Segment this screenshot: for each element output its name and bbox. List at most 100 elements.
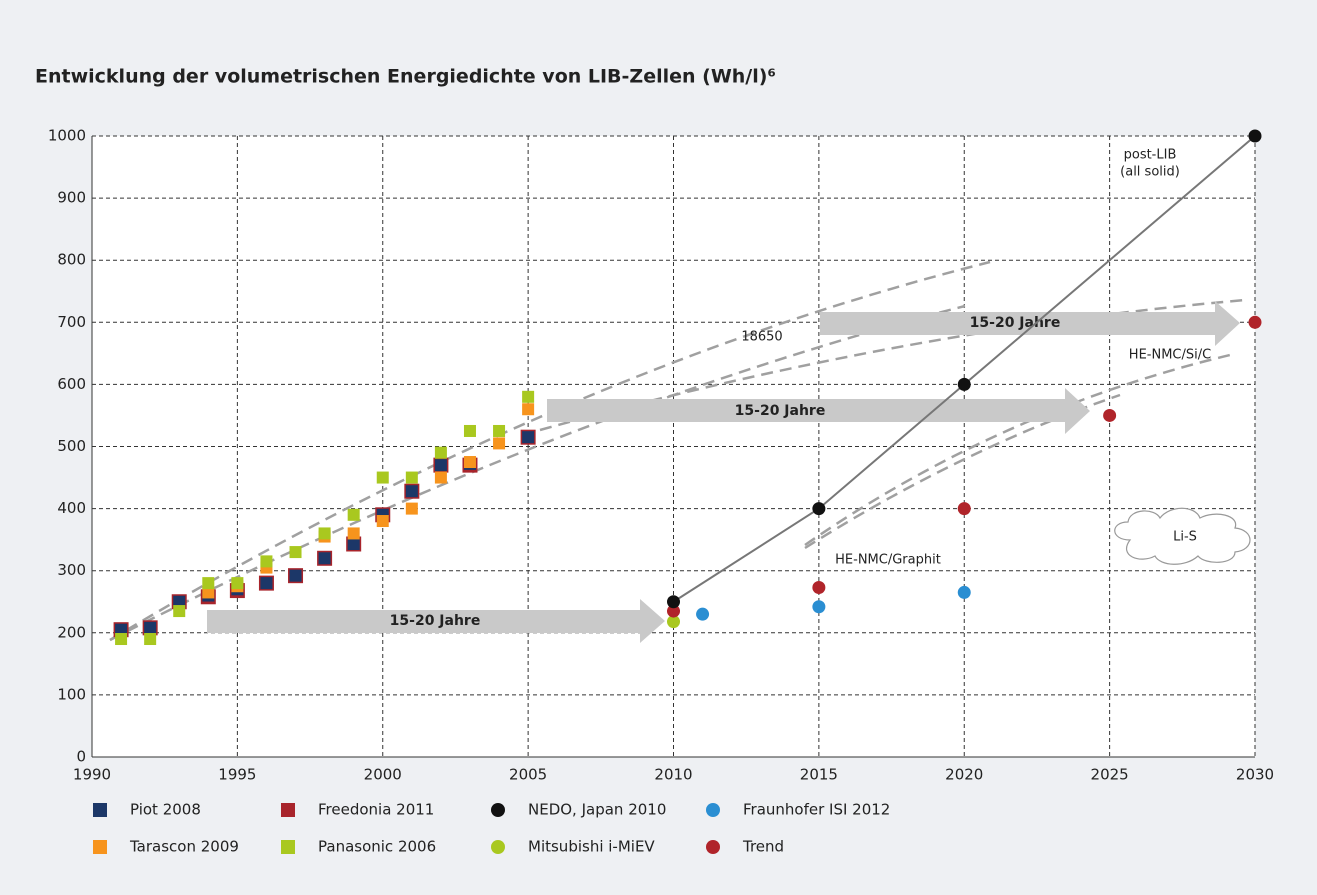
point [376,471,389,484]
legend-label: Trend [742,838,784,856]
x-tick-label: 2000 [364,766,402,784]
legend-marker [491,840,505,854]
legend-label: Panasonic 2006 [318,838,436,856]
point [347,537,360,550]
point [812,600,826,614]
annotation: Li-S [1173,530,1197,545]
point [1103,408,1117,422]
y-tick-label: 500 [57,437,86,455]
point [522,403,535,416]
point [289,569,302,582]
point [231,577,244,590]
x-tick-label: 2020 [945,766,983,784]
arrow [820,301,1240,346]
point [318,552,331,565]
arrow [547,388,1090,434]
annotation: (all solid) [1120,165,1180,180]
point [463,456,476,469]
legend-marker [706,840,720,854]
point [493,424,506,437]
point [957,502,971,516]
point [405,471,418,484]
point [144,633,157,646]
point [434,471,447,484]
point [289,546,302,559]
annotation: HE-NMC/Graphit [835,553,941,568]
point [696,607,710,621]
y-tick-label: 1000 [48,127,86,145]
point [347,527,360,540]
y-tick-label: 200 [57,623,86,641]
y-tick-label: 100 [57,685,86,703]
point [405,502,418,515]
legend-marker [491,803,505,817]
arrow [207,599,665,643]
point [957,585,971,599]
annotations: post-LIB (all solid) 18650 HE-NMC/Si/C HE-NM… [390,148,1212,630]
point [522,431,535,444]
y-tick-label: 700 [57,313,86,331]
legend-label: Tarascon 2009 [129,838,239,856]
point [1248,129,1262,143]
point [144,621,157,634]
point [812,502,826,516]
point [434,446,447,459]
legend-marker [93,803,107,817]
point [522,390,535,403]
legend-label: Mitsubishi i-MiEV [528,838,655,856]
legend-label: Piot 2008 [130,801,201,819]
y-tick-label: 300 [57,561,86,579]
point [463,424,476,437]
x-tick-label: 2030 [1236,766,1274,784]
y-tick-label: 900 [57,189,86,207]
point [405,485,418,498]
point [667,615,680,629]
legend-marker [706,803,720,817]
legend-marker [93,840,107,854]
annotation: post-LIB [1124,148,1177,163]
dashed-curve [804,353,1231,547]
arrow-label: 15-20 Jahre [970,315,1061,331]
legend-label: Fraunhofer ISI 2012 [743,801,890,819]
point [434,459,447,472]
arrow-label: 15-20 Jahre [390,613,481,629]
point [957,377,971,391]
point [667,604,680,618]
point [173,605,186,618]
point [260,577,273,590]
x-tick-label: 2015 [800,766,838,784]
dashed-curve [109,304,966,642]
point [202,577,215,590]
arrows [207,301,1240,643]
point [376,515,389,528]
y-tick-label: 0 [76,748,86,766]
legend-label: NEDO, Japan 2010 [528,801,666,819]
point [202,586,215,599]
point [260,555,273,568]
legend-marker [281,840,295,854]
legend-label: Freedonia 2011 [318,801,434,819]
annotation: HE-NMC/Si/C [1129,348,1211,363]
arrow-label: 15-20 Jahre [735,403,826,419]
x-tick-label: 2005 [509,766,547,784]
x-tick-label: 1990 [73,766,111,784]
y-tick-label: 600 [57,375,86,393]
point [493,437,506,450]
chart-title: Entwicklung der volumetrischen Energiedi… [35,66,776,88]
y-tick-label: 800 [57,251,86,269]
x-tick-label: 2025 [1091,766,1129,784]
point [1248,315,1262,329]
annotation: 18650 [741,330,782,345]
point [812,580,826,594]
point [115,633,128,646]
cloud [1114,507,1251,565]
x-tick-label: 1995 [218,766,256,784]
point [318,527,331,540]
point [173,595,186,608]
x-tick-label: 2010 [654,766,692,784]
point [115,623,128,636]
y-tick-label: 400 [57,499,86,517]
point [667,595,680,609]
series-line [672,135,1256,603]
